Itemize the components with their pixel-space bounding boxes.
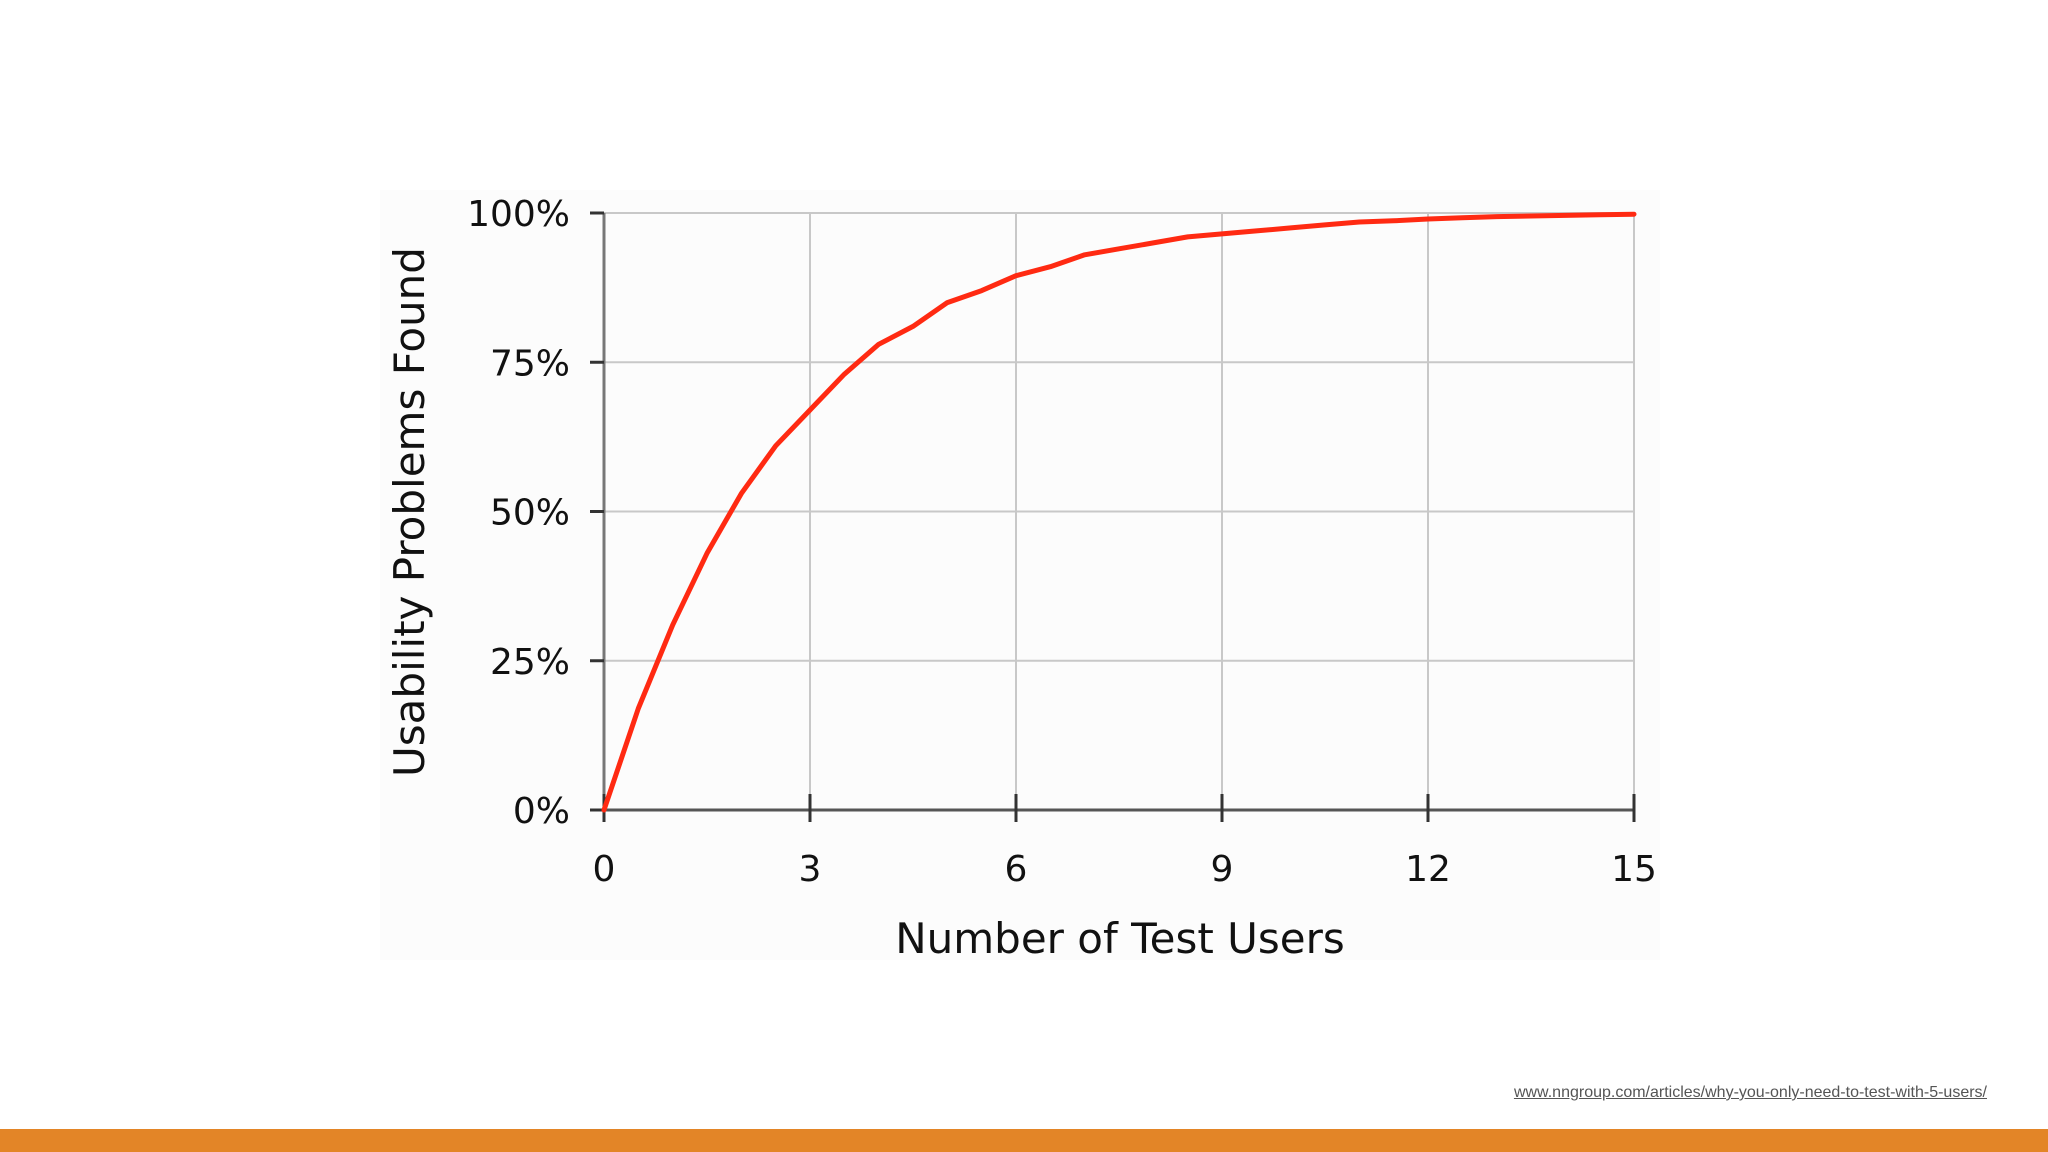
- series-line: [601, 211, 1637, 813]
- y-tick-label: 0%: [513, 791, 570, 832]
- x-tick-label: 6: [1005, 849, 1028, 890]
- tick-labels: 0 3 6 9 12 15 0% 25% 50% 75% 100%: [467, 194, 1657, 890]
- y-tick-label: 100%: [467, 194, 570, 235]
- x-tick-label: 12: [1405, 849, 1451, 890]
- x-tick-label: 0: [593, 849, 616, 890]
- y-tick-label: 75%: [490, 343, 570, 384]
- x-tick-label: 9: [1211, 849, 1234, 890]
- y-tick-label: 50%: [490, 493, 570, 534]
- source-link[interactable]: www.nngroup.com/articles/why-you-only-ne…: [1513, 1084, 1987, 1101]
- bottom-accent-bar: [0, 1129, 2048, 1152]
- x-axis-title: Number of Test Users: [895, 914, 1345, 963]
- series-layer: [601, 211, 1637, 813]
- x-tick-label: 3: [799, 849, 822, 890]
- chart-background: [380, 190, 1660, 960]
- y-axis-title: Usability Problems Found: [385, 247, 434, 777]
- x-tick-label: 15: [1611, 849, 1657, 890]
- y-tick-label: 25%: [490, 642, 570, 683]
